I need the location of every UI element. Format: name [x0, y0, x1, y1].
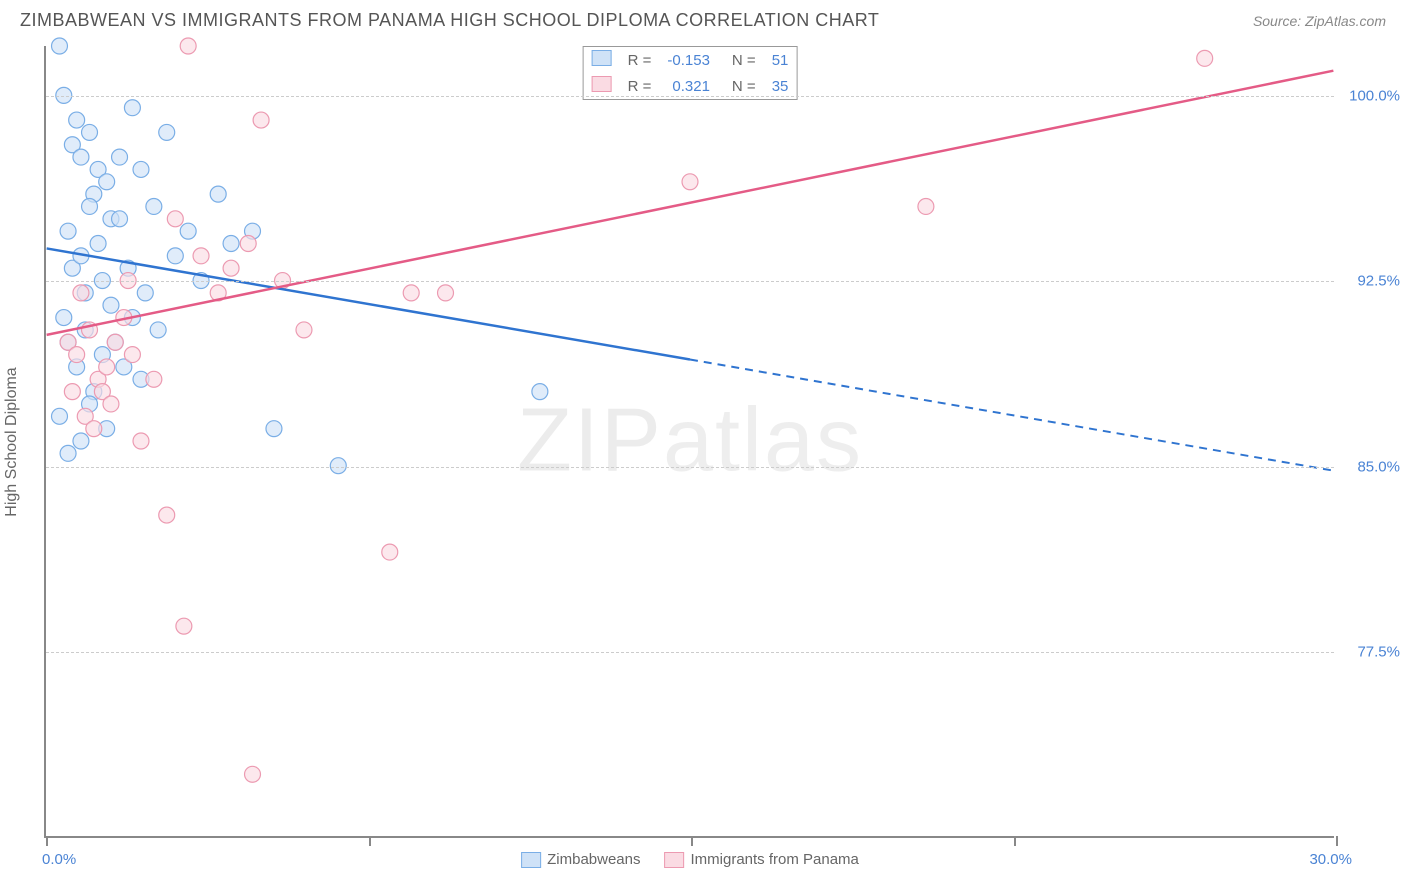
stats-legend: R =-0.153N =51R =0.321N =35 [583, 46, 798, 100]
chart-title: ZIMBABWEAN VS IMMIGRANTS FROM PANAMA HIG… [20, 10, 879, 31]
data-point [69, 112, 85, 128]
gridline [46, 96, 1334, 97]
data-point [403, 285, 419, 301]
y-tick-label: 92.5% [1340, 273, 1400, 290]
data-point [124, 347, 140, 363]
stats-row: R =-0.153N =51 [584, 47, 797, 73]
data-point [52, 408, 68, 424]
n-label: N = [718, 47, 764, 73]
data-point [99, 174, 115, 190]
data-point [193, 248, 209, 264]
scatter-chart: ZIPatlas R =-0.153N =51R =0.321N =35 0.0… [44, 46, 1334, 838]
x-min-label: 0.0% [42, 851, 76, 868]
data-point [133, 161, 149, 177]
x-max-label: 30.0% [1309, 851, 1352, 868]
data-point [99, 359, 115, 375]
data-point [60, 445, 76, 461]
y-axis-title: High School Diploma [3, 367, 21, 516]
gridline [46, 281, 1334, 282]
source-attribution: Source: ZipAtlas.com [1253, 13, 1386, 29]
data-point [90, 236, 106, 252]
data-point [73, 285, 89, 301]
y-tick-label: 85.0% [1340, 458, 1400, 475]
data-point [112, 149, 128, 165]
data-point [146, 198, 162, 214]
data-point [180, 223, 196, 239]
bottom-legend: Zimbabweans Immigrants from Panama [521, 851, 859, 868]
y-tick-label: 100.0% [1340, 87, 1400, 104]
legend-swatch [592, 76, 612, 92]
legend-label: Immigrants from Panama [691, 851, 859, 868]
data-point [82, 198, 98, 214]
data-point [73, 433, 89, 449]
data-point [133, 433, 149, 449]
data-point [60, 223, 76, 239]
legend-label: Zimbabweans [547, 851, 640, 868]
data-point [103, 297, 119, 313]
data-point [223, 260, 239, 276]
plot-svg [46, 46, 1334, 836]
data-point [69, 347, 85, 363]
data-point [150, 322, 166, 338]
data-point [112, 211, 128, 227]
legend-item: Immigrants from Panama [665, 851, 859, 868]
legend-swatch [665, 852, 685, 868]
data-point [266, 421, 282, 437]
regression-line [47, 248, 690, 359]
data-point [223, 236, 239, 252]
data-point [146, 371, 162, 387]
data-point [1197, 50, 1213, 66]
data-point [210, 186, 226, 202]
data-point [107, 334, 123, 350]
regression-line [47, 71, 1334, 335]
gridline [46, 652, 1334, 653]
data-point [253, 112, 269, 128]
x-tick [46, 836, 48, 846]
y-tick-label: 77.5% [1340, 644, 1400, 661]
data-point [918, 198, 934, 214]
data-point [382, 544, 398, 560]
regression-line-extrapolated [690, 360, 1333, 471]
legend-swatch [592, 50, 612, 66]
r-value: -0.153 [659, 47, 718, 73]
n-value: 51 [764, 47, 797, 73]
legend-item: Zimbabweans [521, 851, 640, 868]
data-point [64, 384, 80, 400]
data-point [245, 766, 261, 782]
data-point [124, 100, 140, 116]
data-point [159, 124, 175, 140]
data-point [180, 38, 196, 54]
x-tick [1336, 836, 1338, 846]
data-point [52, 38, 68, 54]
data-point [82, 124, 98, 140]
data-point [56, 310, 72, 326]
data-point [532, 384, 548, 400]
data-point [103, 396, 119, 412]
data-point [73, 149, 89, 165]
data-point [296, 322, 312, 338]
x-tick [1014, 836, 1016, 846]
data-point [330, 458, 346, 474]
gridline [46, 467, 1334, 468]
x-tick [691, 836, 693, 846]
data-point [176, 618, 192, 634]
data-point [438, 285, 454, 301]
data-point [86, 421, 102, 437]
data-point [240, 236, 256, 252]
data-point [682, 174, 698, 190]
data-point [159, 507, 175, 523]
legend-swatch [521, 852, 541, 868]
data-point [167, 211, 183, 227]
data-point [137, 285, 153, 301]
x-tick [369, 836, 371, 846]
r-label: R = [620, 47, 660, 73]
data-point [167, 248, 183, 264]
